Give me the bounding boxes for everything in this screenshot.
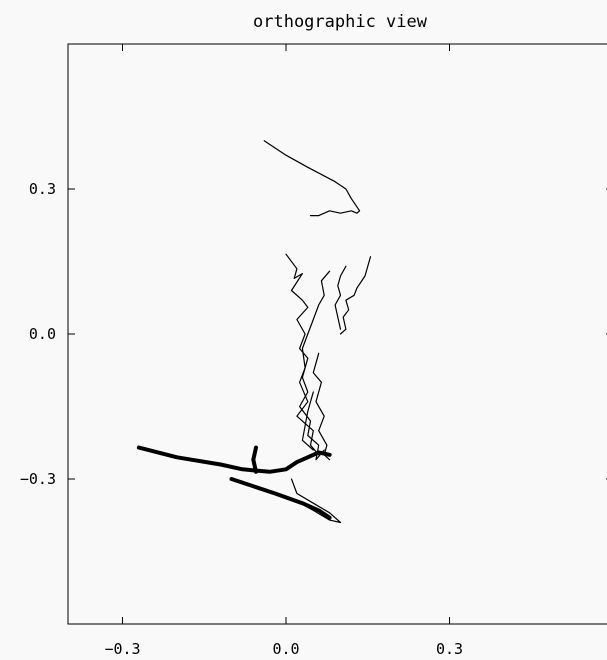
- series-line-7: [290, 478, 342, 524]
- series-line-2: [296, 270, 331, 456]
- x-tick-label: −0.3: [104, 640, 140, 658]
- series-line-0: [263, 140, 361, 217]
- series-line-8: [136, 445, 332, 474]
- chart-title: orthographic view: [253, 12, 428, 32]
- y-tick-label: 0.0: [29, 325, 56, 343]
- series-line-10: [229, 477, 332, 520]
- axis-ticks: −0.3 0.0 0.3 0.3 0.0 −0.3: [20, 44, 607, 658]
- x-tick-label: 0.3: [436, 640, 463, 658]
- series-line-3: [339, 256, 372, 335]
- series-line-5: [312, 352, 331, 461]
- y-tick-label: −0.3: [20, 470, 56, 488]
- series-line-1: [285, 253, 325, 461]
- series-line-4: [334, 265, 347, 330]
- series-lines: [136, 140, 372, 524]
- x-tick-label: 0.0: [272, 640, 299, 658]
- series-line-6: [301, 391, 314, 451]
- series-line-9: [251, 445, 258, 474]
- y-tick-label: 0.3: [29, 180, 56, 198]
